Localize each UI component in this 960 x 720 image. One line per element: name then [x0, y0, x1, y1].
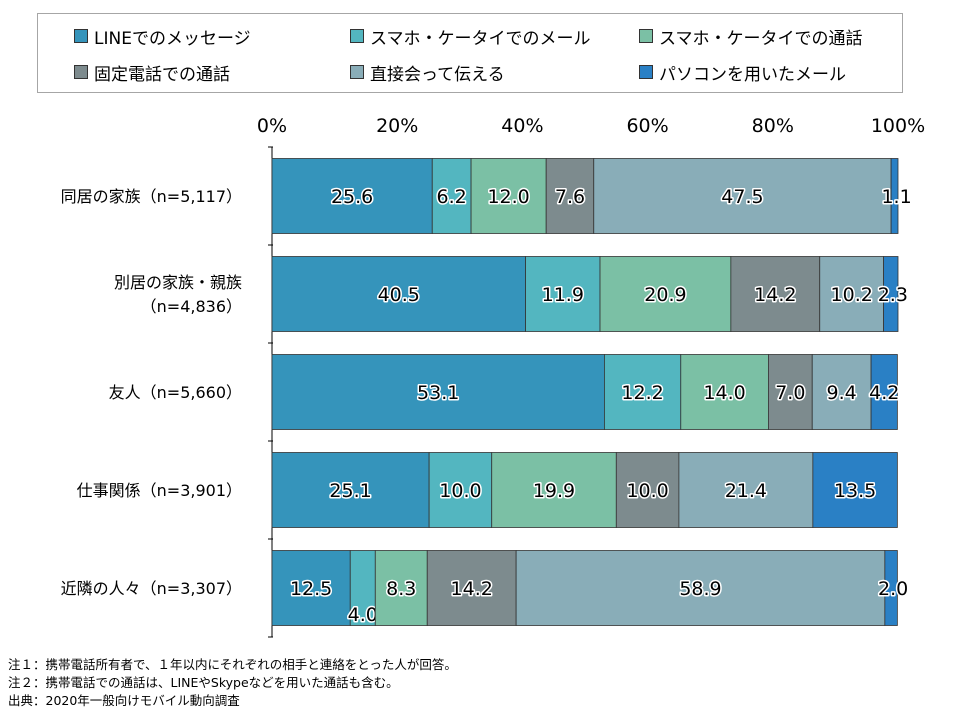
- x-tick-label: 100%: [871, 115, 925, 137]
- data-label: 10.0: [439, 480, 481, 502]
- bar-segment: [884, 550, 898, 626]
- bar-segment: [431, 158, 472, 234]
- bar-segment: [525, 256, 601, 332]
- data-label: 7.6: [555, 186, 585, 208]
- data-label: 10.0: [626, 480, 668, 502]
- data-label: 47.5: [721, 186, 763, 208]
- notes: 注１：携帯電話所有者で、１年以内にそれぞれの相手と連絡をとった人が回答。 注２：…: [8, 656, 457, 710]
- data-label: 6.2: [437, 186, 467, 208]
- legend-item: 直接会って伝える: [350, 60, 505, 85]
- legend-label: スマホ・ケータイでの通話: [659, 28, 863, 49]
- data-label: 2.0: [878, 578, 908, 600]
- data-label: 7.0: [775, 382, 805, 404]
- legend-swatch: [74, 29, 88, 43]
- legend-label: 直接会って伝える: [370, 64, 505, 85]
- data-label: 20.9: [644, 284, 686, 306]
- category-label: 近隣の人々（n=3,307）: [61, 579, 242, 598]
- data-label: 13.5: [834, 480, 876, 502]
- data-label: 12.5: [290, 578, 332, 600]
- bar-segment: [271, 550, 351, 626]
- category-label: （n=4,836）: [141, 297, 242, 316]
- data-label: 21.4: [725, 480, 767, 502]
- data-label: 25.1: [329, 480, 371, 502]
- bar-segment: [812, 452, 898, 528]
- data-label: 8.3: [386, 578, 416, 600]
- bar-segment: [349, 550, 376, 626]
- bar-segment: [599, 256, 732, 332]
- bar-segment: [890, 158, 899, 234]
- legend-label: 固定電話での通話: [94, 64, 230, 85]
- legend-swatch: [350, 65, 364, 79]
- legend-swatch: [350, 29, 364, 43]
- data-label: 10.2: [831, 284, 873, 306]
- x-tick-label: 20%: [376, 115, 418, 137]
- bar-segment: [271, 452, 430, 528]
- stacked-bar-chart: 0% 20% 40% 60% 80% 100% 同居の家族（n=5,117） 25.6 6.2 1…: [61, 115, 925, 638]
- bar-segment: [883, 256, 899, 332]
- note-1: 注１：携帯電話所有者で、１年以内にそれぞれの相手と連絡をとった人が回答。: [8, 657, 457, 672]
- legend-item: パソコンを用いたメール: [639, 60, 846, 85]
- bar-segment: [730, 256, 821, 332]
- bar-segment: [604, 354, 682, 430]
- bar-segment: [428, 452, 493, 528]
- bar-segment: [811, 354, 872, 430]
- data-label: 58.9: [679, 578, 721, 600]
- bar-segment: [426, 550, 517, 626]
- data-label: 1.1: [881, 186, 911, 208]
- legend-label: スマホ・ケータイでのメール: [370, 28, 591, 49]
- note-2: 注２：携帯電話での通話は、LINEやSkypeなどを用いた通話も含む。: [8, 675, 399, 690]
- bar-segment: [491, 452, 617, 528]
- category-label: 別居の家族・親族: [114, 273, 242, 292]
- bar-segment: [819, 256, 885, 332]
- data-label: 4.0: [348, 604, 378, 626]
- data-label: 14.2: [754, 284, 796, 306]
- data-label: 40.5: [378, 284, 420, 306]
- note-source: 出典：2020年一般向けモバイル動向調査: [8, 693, 240, 708]
- bar-segment: [678, 452, 814, 528]
- legend-swatch: [639, 29, 653, 43]
- data-label: 14.2: [451, 578, 493, 600]
- data-label: 9.4: [827, 382, 857, 404]
- legend-item: スマホ・ケータイでのメール: [350, 24, 591, 49]
- category-label: 仕事関係（n=3,901）: [77, 481, 242, 500]
- x-tick-label: 0%: [257, 115, 287, 137]
- legend-label: LINEでのメッセージ: [94, 28, 251, 49]
- x-tick-label: 60%: [626, 115, 668, 137]
- data-label: 4.2: [869, 382, 899, 404]
- data-label: 19.9: [533, 480, 575, 502]
- data-label: 2.3: [878, 284, 908, 306]
- bar-segment: [271, 158, 433, 234]
- legend: LINEでのメッセージ スマホ・ケータイでのメール スマホ・ケータイでの通話固定電話…: [37, 13, 903, 93]
- legend-swatch: [74, 65, 88, 79]
- data-label: 11.9: [542, 284, 584, 306]
- legend-label: パソコンを用いたメール: [659, 64, 846, 85]
- data-label: 12.0: [487, 186, 529, 208]
- data-label: 53.1: [417, 382, 459, 404]
- category-label: 友人（n=5,660）: [109, 383, 242, 402]
- legend-item: LINEでのメッセージ: [74, 24, 251, 49]
- legend-swatch: [639, 65, 653, 79]
- bar-segment: [515, 550, 886, 626]
- data-label: 12.2: [621, 382, 663, 404]
- bar-segment: [768, 354, 813, 430]
- x-tick-label: 80%: [752, 115, 794, 137]
- legend-item: スマホ・ケータイでの通話: [639, 24, 863, 49]
- x-tick-label: 40%: [501, 115, 543, 137]
- bar-segment: [271, 256, 526, 332]
- bar-segment: [271, 354, 605, 430]
- data-label: 14.0: [703, 382, 745, 404]
- data-label: 25.6: [331, 186, 373, 208]
- legend-item: 固定電話での通話: [74, 60, 230, 85]
- bar-segment: [870, 354, 898, 430]
- bar-segment: [680, 354, 769, 430]
- bar-segment: [545, 158, 595, 234]
- bar-segment: [593, 158, 892, 234]
- category-label: 同居の家族（n=5,117）: [61, 187, 242, 206]
- bar-segment: [470, 158, 547, 234]
